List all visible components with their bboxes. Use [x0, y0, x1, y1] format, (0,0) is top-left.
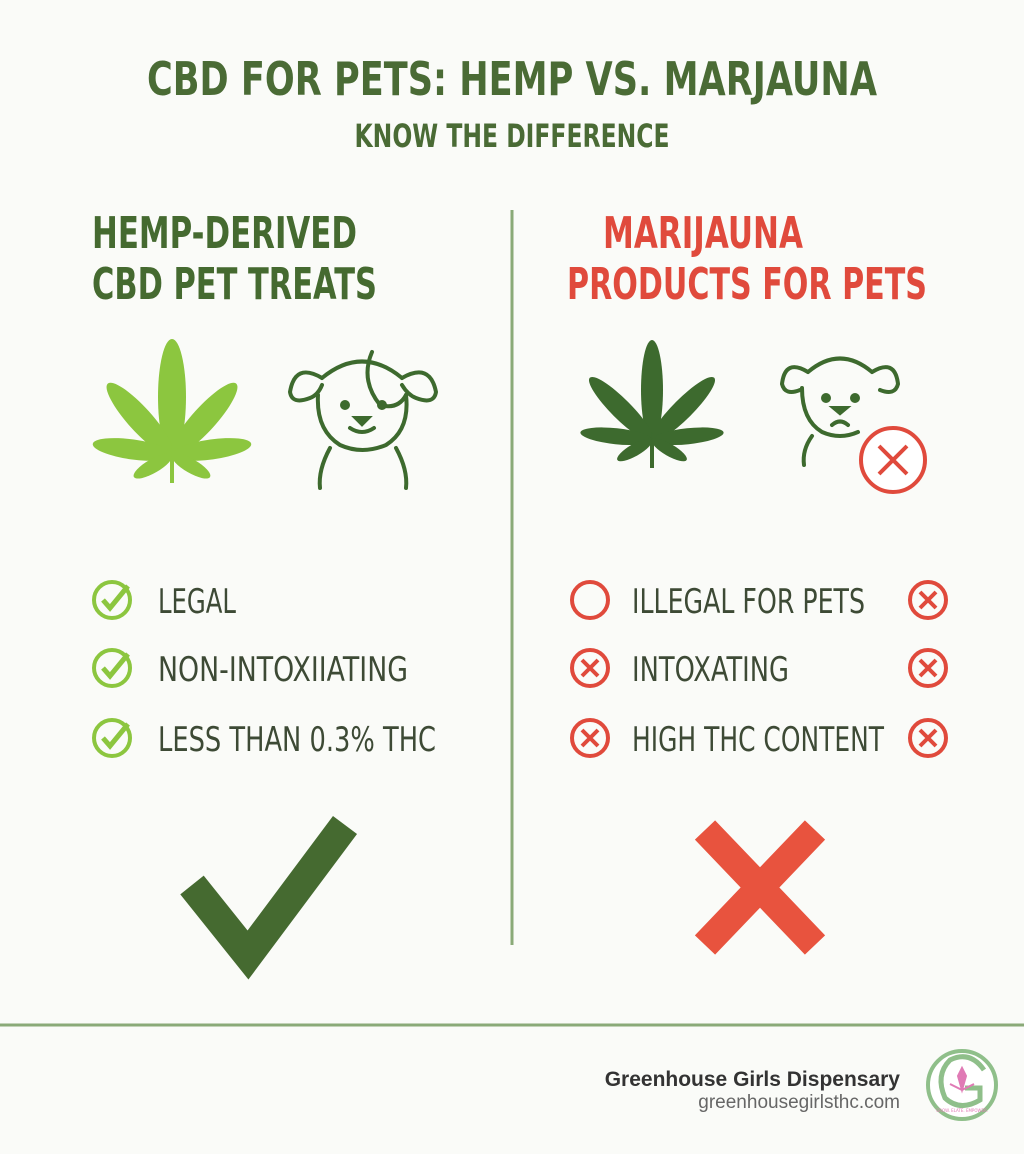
url: greenhousegirlsthc.com [698, 1092, 900, 1113]
sad-dog [779, 356, 901, 467]
right-item: INTOXATING [632, 650, 789, 690]
x-mark [918, 728, 938, 748]
left-item: LESS THAN 0.3% THC [158, 720, 436, 760]
marijuana-leaf [580, 340, 724, 468]
right-heading: MARIJAUNA [603, 208, 803, 259]
x-icon [570, 718, 610, 758]
x-circle [570, 718, 610, 758]
x-circle [908, 580, 948, 620]
left-heading: HEMP-DERIVED [92, 208, 357, 259]
subtitle: KNOW THE DIFFERENCE [355, 117, 670, 155]
check-icon [92, 718, 132, 758]
x-circle [570, 648, 610, 688]
x-icon [908, 580, 948, 620]
check-mark [101, 584, 130, 612]
left-heading: CBD PET TREATS [92, 259, 377, 310]
no-icon [859, 426, 927, 494]
big-check [180, 816, 358, 980]
left-item: LEGAL [158, 582, 236, 622]
check-circle [92, 648, 132, 688]
check-mark [101, 722, 130, 750]
x-icon [570, 648, 610, 688]
logo: GROW. ELATE. EMPOWER. [926, 1049, 998, 1121]
check-mark [101, 652, 130, 680]
check-icon [92, 648, 132, 688]
logo-text: GROW. ELATE. EMPOWER. [936, 1108, 988, 1113]
x-mark [918, 590, 938, 610]
x-icon [908, 718, 948, 758]
check-circle [92, 580, 132, 620]
x-circle [908, 718, 948, 758]
right-item: ILLEGAL FOR PETS [632, 582, 865, 622]
happy-dog [287, 350, 439, 490]
empty-circle-icon [570, 580, 610, 620]
big-x [694, 820, 826, 955]
x-mark [580, 728, 600, 748]
x-circle [908, 648, 948, 688]
title: CBD FOR PETS: HEMP VS. MARJAUNA [147, 52, 877, 106]
check-circle [92, 718, 132, 758]
hemp-leaf [92, 339, 252, 483]
right-item: HIGH THC CONTENT [632, 720, 884, 760]
x-mark [918, 658, 938, 678]
brand: Greenhouse Girls Dispensary [605, 1068, 901, 1091]
x-circle [570, 580, 610, 620]
left-item: NON-INTOXIIATING [158, 650, 408, 690]
right-heading: PRODUCTS FOR PETS [567, 259, 927, 310]
x-icon [908, 648, 948, 688]
check-icon [92, 580, 132, 620]
x-mark [580, 658, 600, 678]
